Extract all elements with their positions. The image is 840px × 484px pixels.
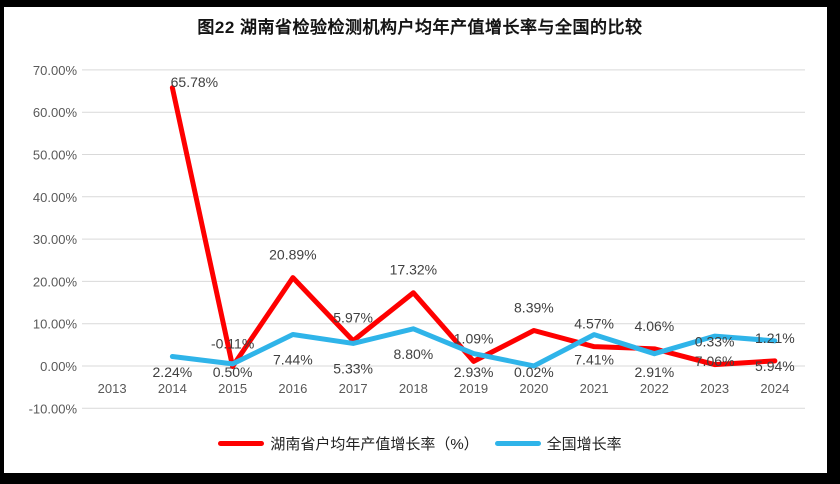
y-axis-tick-label: -10.00%	[29, 401, 78, 416]
y-axis-tick-label: 0.00%	[40, 359, 77, 374]
hunan-data-label: 0.33%	[695, 334, 735, 350]
national-data-label: 2.93%	[454, 364, 494, 380]
x-axis-tick-label: 2019	[459, 381, 488, 396]
national-data-label: 0.02%	[514, 364, 554, 380]
national-data-label: 5.94%	[755, 358, 795, 374]
legend-label-hunan: 湖南省户均年产值增长率（%）	[270, 435, 479, 453]
x-axis-tick-label: 2023	[700, 381, 729, 396]
x-axis-tick-label: 2017	[339, 381, 368, 396]
hunan-data-label: 5.97%	[333, 310, 373, 326]
legend-item-national: 全国增长率	[494, 433, 622, 454]
national-data-label: 7.44%	[273, 352, 313, 368]
legend-label-national: 全国增长率	[546, 435, 622, 453]
y-axis-tick-label: 20.00%	[33, 274, 78, 289]
y-axis-tick-label: 50.00%	[33, 148, 78, 163]
hunan-data-label: 4.06%	[635, 318, 675, 334]
y-axis-tick-label: 10.00%	[33, 317, 78, 332]
national-data-label: 7.41%	[574, 352, 614, 368]
y-axis-tick-label: 30.00%	[33, 232, 78, 247]
x-axis-tick-label: 2016	[278, 381, 307, 396]
x-axis-tick-label: 2020	[519, 381, 548, 396]
hunan-data-label: 4.57%	[574, 316, 614, 332]
chart-legend: 湖南省户均年产值增长率（%） 全国增长率	[0, 431, 840, 455]
national-data-label: 2.24%	[153, 364, 193, 380]
hunan-series-line	[169, 85, 778, 369]
national-data-label: 0.50%	[213, 364, 253, 380]
legend-item-hunan: 湖南省户均年产值增长率（%）	[218, 433, 479, 454]
x-axis-tick-label: 2018	[399, 381, 428, 396]
x-axis-tick-label: 2022	[640, 381, 669, 396]
hunan-data-label: 20.89%	[269, 247, 316, 263]
x-axis-tick-label: 2015	[218, 381, 247, 396]
hunan-data-label: -0.11%	[211, 335, 254, 351]
national-series-line	[169, 326, 778, 369]
national-data-label: 8.80%	[394, 346, 434, 362]
x-axis-tick-label: 2013	[98, 381, 127, 396]
national-data-label: 2.91%	[635, 364, 675, 380]
legend-swatch-hunan	[218, 440, 265, 446]
national-data-label: 7.06%	[695, 353, 735, 369]
hunan-data-label: 65.78%	[171, 74, 218, 90]
y-axis-tick-label: 60.00%	[33, 105, 78, 120]
x-axis-tick-label: 2024	[760, 381, 789, 396]
y-axis-tick-label: 70.00%	[33, 63, 78, 78]
hunan-data-label: 8.39%	[514, 300, 554, 316]
y-axis-tick-label: 40.00%	[33, 190, 78, 205]
hunan-data-label: 1.09%	[454, 330, 494, 346]
x-axis-tick-label: 2021	[580, 381, 609, 396]
x-axis-tick-label: 2014	[158, 381, 187, 396]
legend-swatch-national	[494, 440, 541, 446]
hunan-data-label: 1.21%	[755, 330, 795, 346]
hunan-data-label: 17.32%	[390, 262, 437, 278]
national-data-label: 5.33%	[333, 360, 373, 376]
chart-title: 图22 湖南省检验检测机构户均年产值增长率与全国的比较	[197, 18, 643, 37]
